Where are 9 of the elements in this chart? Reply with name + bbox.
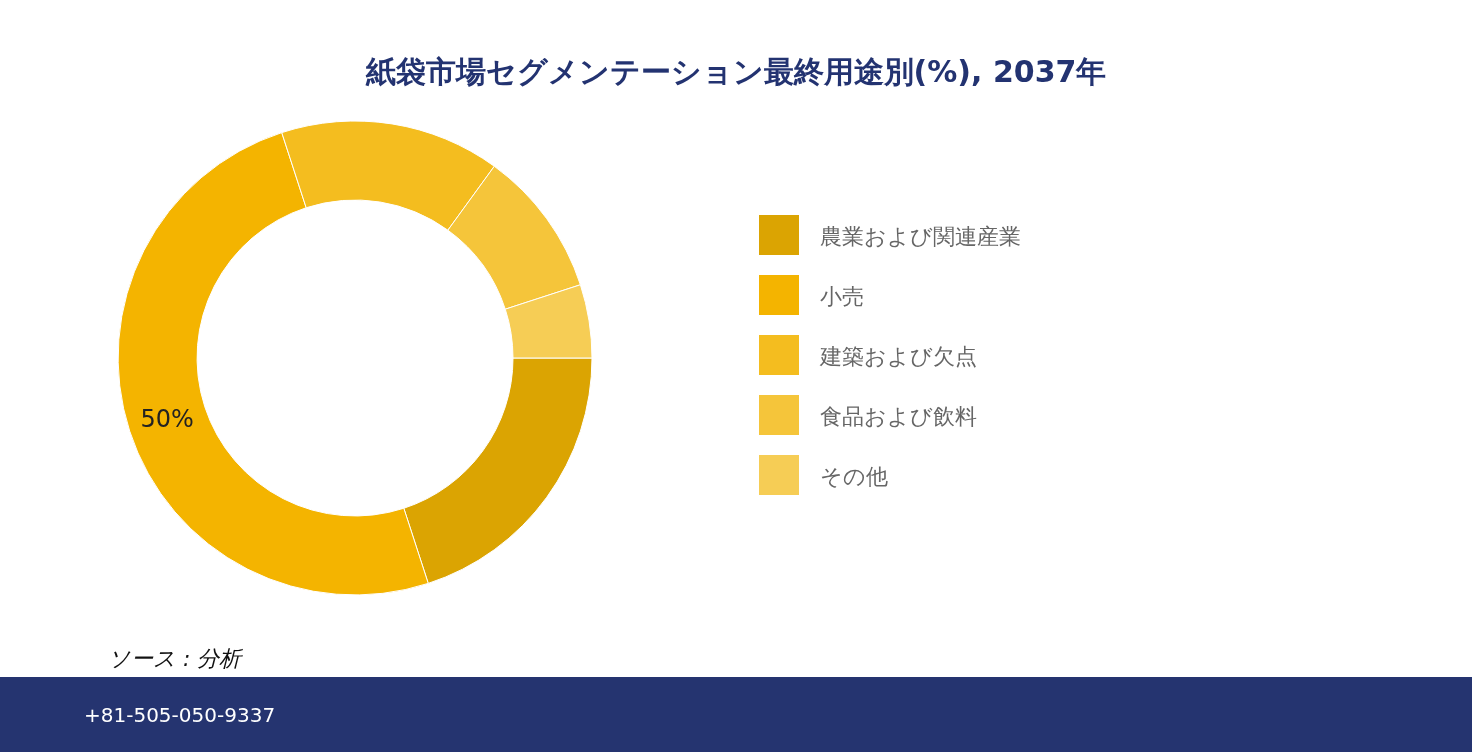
legend-label: 小売 [820, 284, 864, 309]
legend-label: 農業および関連産業 [820, 224, 1021, 249]
data-label: 50% [140, 405, 194, 434]
text: +81-505-050-9337 [84, 703, 276, 727]
legend-label: 食品および飲料 [820, 404, 977, 429]
chart-title: 紙袋市場セグメンテーション最終用途別(%), 2037年 [364, 54, 1107, 89]
text: ソース : 分析 [108, 646, 245, 671]
legend-label: 建築および欠点 [819, 344, 977, 369]
legend-label: その他 [820, 464, 888, 489]
